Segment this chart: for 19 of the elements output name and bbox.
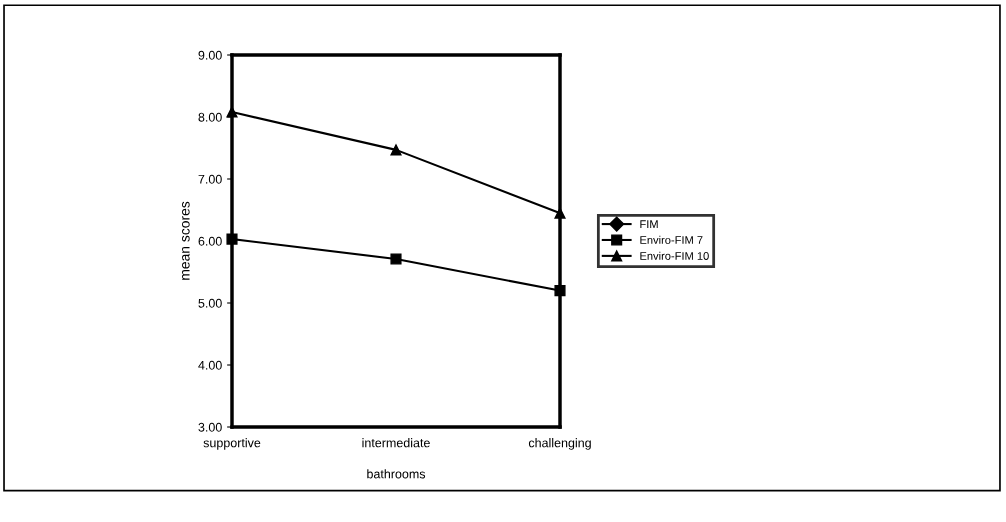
legend-label: Enviro-FIM 10 <box>640 251 709 260</box>
x-axis-title: bathrooms <box>367 469 426 479</box>
y-tick-label: 8.00 <box>198 112 222 122</box>
point <box>390 144 402 156</box>
legend-label: Enviro-FIM 7 <box>640 235 703 244</box>
y-tick-label: 4.00 <box>198 360 222 370</box>
point <box>226 233 238 245</box>
y-tick-label: 3.00 <box>198 422 222 432</box>
point <box>554 285 566 297</box>
y-tick-label: 5.00 <box>198 298 222 308</box>
y-tick-label: 6.00 <box>198 236 222 246</box>
y-axis-title: mean scores <box>182 201 190 280</box>
x-tick-label: challenging <box>528 438 591 450</box>
y-tick-label: 7.00 <box>198 174 222 184</box>
y-tick-label: 9.00 <box>198 50 222 60</box>
x-tick-label: supportive <box>203 438 261 450</box>
legend-label: FIM <box>640 220 658 228</box>
x-tick-label: intermediate <box>362 438 430 448</box>
point <box>390 253 402 265</box>
